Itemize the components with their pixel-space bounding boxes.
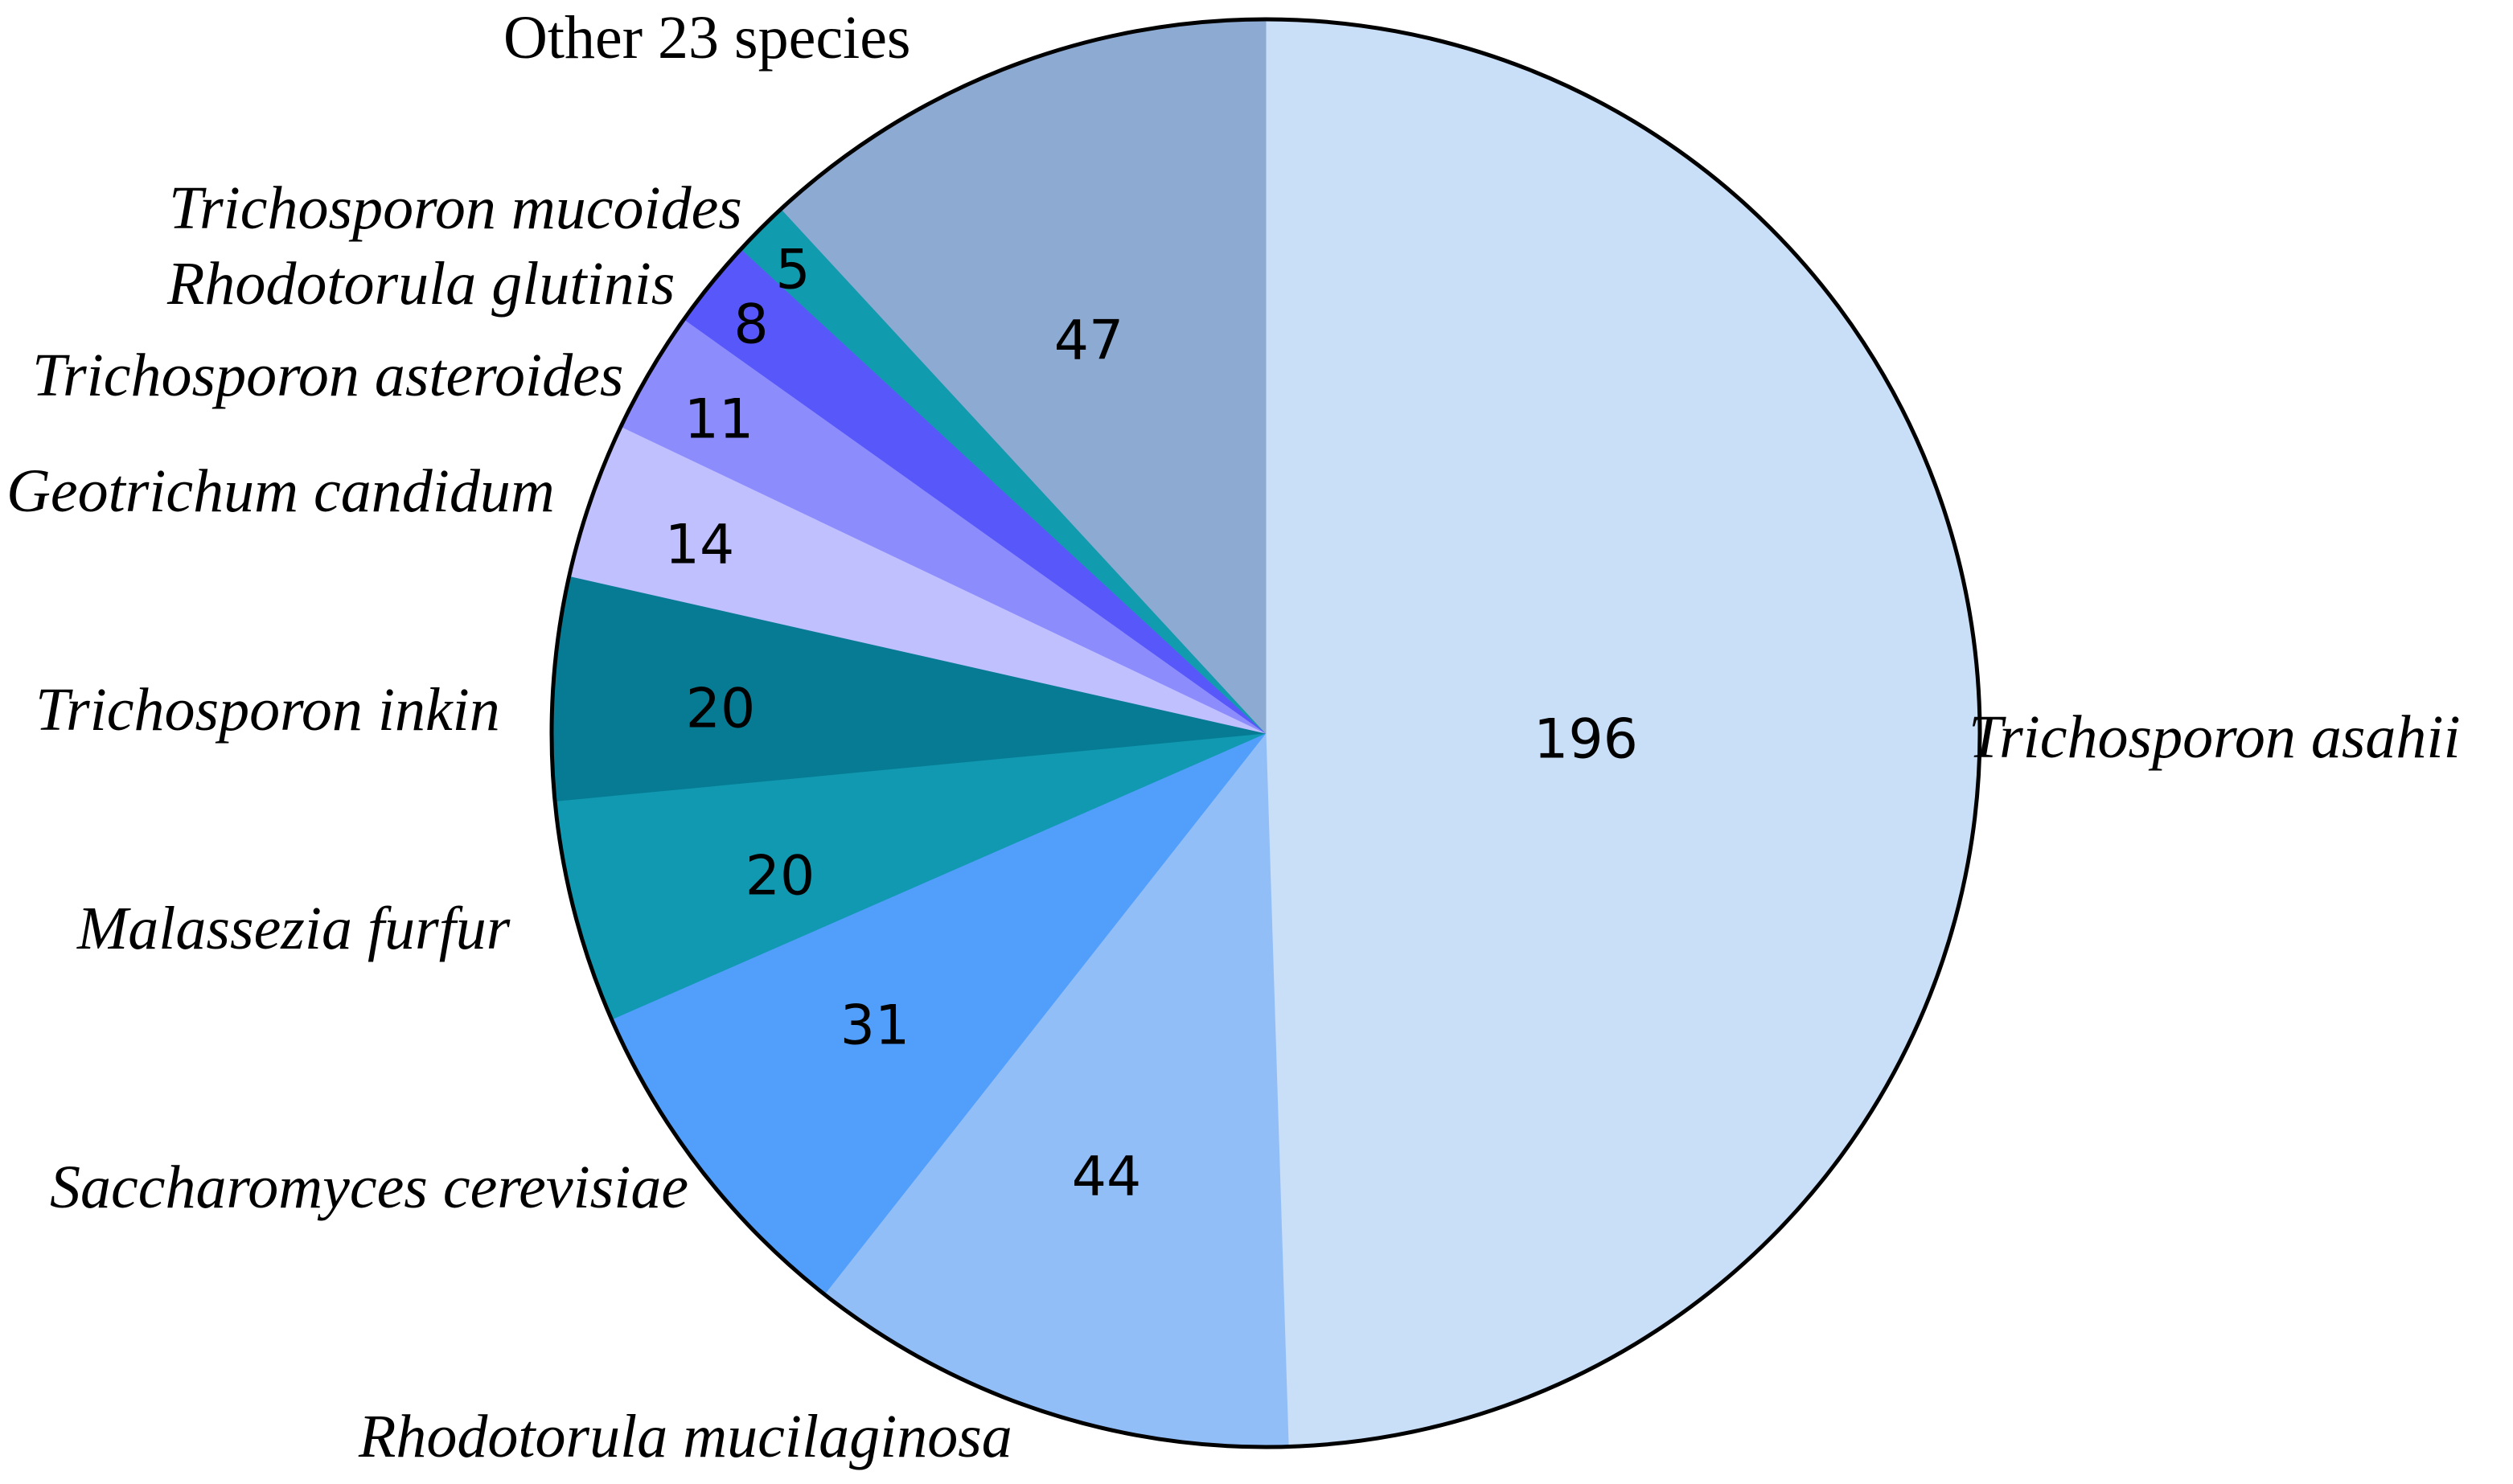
value-label-geotrichum-candidum: 14 [665,514,735,577]
value-label-malassezia-furfur: 20 [745,845,815,908]
value-label-trichosporon-asteroides: 11 [684,388,754,452]
category-label-trichosporon-asahii: Trichosporon asahii [1969,703,2461,771]
value-label-rhodotorula-glutinis: 8 [733,293,768,357]
category-label-trichosporon-inkin: Trichosporon inkin [35,676,500,744]
pie-outline [549,17,1982,1449]
value-label-other-23-species: 47 [1054,310,1124,373]
value-labels: 196 44 31 20 20 14 11 85 47 [665,239,1638,1209]
category-label-malassezia-furfur: Malassezia furfur [76,895,511,962]
category-label-other-23-species: Other 23 species [503,4,911,72]
category-label-saccharomyces-cerevisiae: Saccharomyces cerevisiae [50,1154,688,1221]
value-label-saccharomyces-cerevisiae: 31 [840,994,910,1058]
value-label-trichosporon-inkin: 20 [686,678,756,741]
value-label-trichosporon-asahii: 196 [1534,708,1638,772]
category-label-trichosporon-asteroides: Trichosporon asteroides [32,342,623,409]
value-label-trichosporon-mucoides: 5 [775,239,810,302]
value-label-rhodotorula-mucilaginosa: 44 [1072,1146,1142,1209]
category-label-geotrichum-candidum: Geotrichum candidum [6,457,555,525]
category-labels: Trichosporon asahii Rhodotorula mucilagin… [6,4,2461,1470]
category-label-trichosporon-mucoides: Trichosporon mucoides [169,174,742,242]
category-label-rhodotorula-glutinis: Rhodotorula glutinis [166,250,675,318]
pie-slices [551,18,1981,1448]
category-label-rhodotorula-mucilaginosa: Rhodotorula mucilaginosa [358,1403,1012,1470]
